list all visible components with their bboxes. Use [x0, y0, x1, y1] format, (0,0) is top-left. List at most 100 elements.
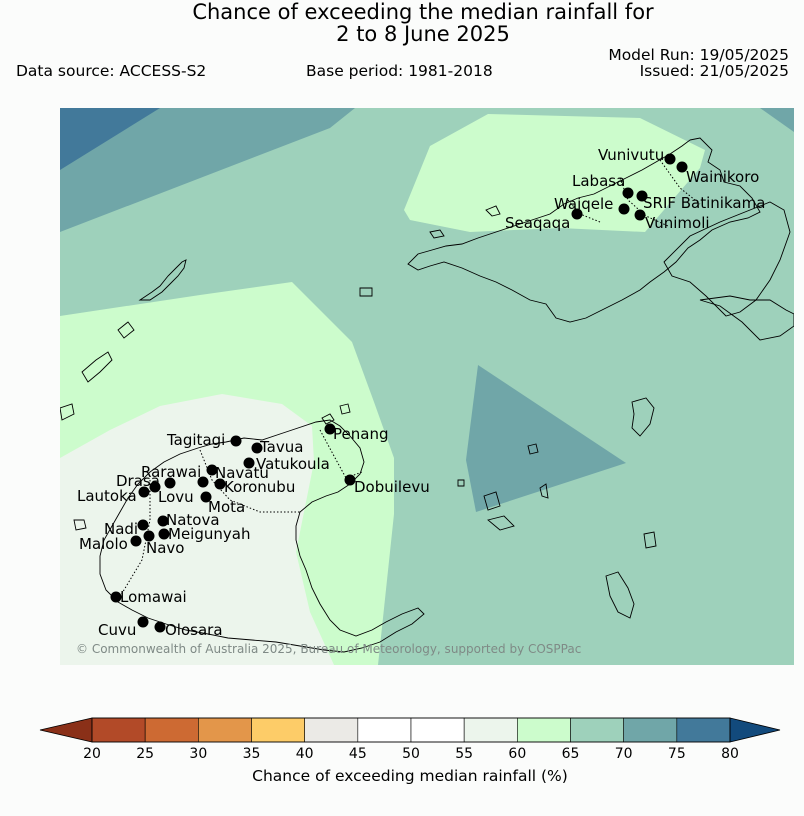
map-area: © Commonwealth of Australia 2025, Bureau… [60, 108, 794, 665]
place-label: Waiqele [554, 195, 613, 213]
colorbar-under-arrow [39, 717, 93, 743]
place-marker [571, 208, 583, 220]
colorbar-label: Chance of exceeding median rainfall (%) [252, 767, 568, 785]
colorbar-tick-label: 65 [562, 746, 580, 762]
colorbar-cell [623, 717, 678, 743]
place-marker [200, 491, 212, 503]
place-tagitagi: Tagitagi [166, 431, 242, 449]
place-vunimoli: Vunimoli [634, 209, 710, 232]
colorbar-cell [463, 717, 518, 743]
place-vatukoula: Vatukoula [243, 455, 330, 473]
band-75-80-corner [60, 108, 160, 170]
colorbar-tick-label: 45 [349, 746, 367, 762]
place-marker [158, 528, 170, 540]
place-marker [214, 478, 226, 490]
place-meigunyah: Meigunyah [158, 525, 250, 543]
place-drasa: Drasa [116, 472, 161, 493]
place-marker [157, 515, 169, 527]
colorbar-frame [91, 717, 731, 743]
place-marker [137, 519, 149, 531]
place-labasa: Labasa [572, 172, 634, 199]
place-label: Seaqaqa [505, 214, 570, 232]
place-olosara: Olosara [154, 621, 223, 639]
colorbar-cell [144, 717, 199, 743]
place-penang: Penang [324, 423, 388, 443]
colorbar-cell [676, 717, 731, 743]
place-label: Lomawai [120, 588, 187, 606]
place-marker [618, 203, 630, 215]
base-period: Base period: 1981-2018 [306, 62, 493, 80]
colorbar-tick-label: 55 [455, 746, 473, 762]
place-nadi: Nadi [104, 519, 149, 538]
colorbar-cell [410, 717, 465, 743]
colorbar-cell [304, 717, 359, 743]
colorbar-cell [570, 717, 624, 743]
place-label: Drasa [116, 472, 160, 490]
colorbar-over-arrow [729, 717, 781, 743]
place-mota: Mota [200, 491, 245, 516]
place-label: Lovu [158, 488, 194, 506]
place-koronubu: Koronubu [214, 478, 295, 496]
colorbar-tick-label: 70 [615, 746, 633, 762]
place-tavua: Tavua [251, 438, 303, 456]
colorbar-cell [91, 717, 146, 743]
colorbar-tick-label: 40 [296, 746, 314, 762]
place-marker [243, 457, 255, 469]
colorbar: 20 25 30 35 40 45 50 55 60 65 70 75 80 Chance of exc… [39, 717, 781, 785]
place-label: Navo [146, 539, 184, 557]
copyright-notice: © Commonwealth of Australia 2025, Bureau… [76, 642, 581, 656]
band-60-65-northeast [404, 114, 705, 232]
place-label: Lautoka [77, 487, 137, 505]
model-run: Model Run: 19/05/2025 [608, 46, 789, 64]
place-label: Labasa [572, 172, 625, 190]
band-55-60-southwest [60, 394, 334, 665]
place-label: Cuvu [98, 621, 136, 639]
place-label: Vunivutu [598, 146, 664, 164]
place-lautoka: Lautoka [77, 477, 176, 505]
place-label: Vunimoli [645, 214, 710, 232]
place-natova: Natova [157, 511, 220, 529]
place-srif-batinikama: SRIF Batinikama [636, 190, 765, 212]
place-marker [230, 435, 242, 447]
place-marker [636, 190, 648, 202]
place-label: Dobuilevu [354, 478, 430, 496]
place-marker [164, 477, 176, 489]
place-marker [137, 616, 149, 628]
place-label: Tagitagi [166, 431, 225, 449]
place-marker [110, 591, 122, 603]
colorbar-tick-label: 30 [189, 746, 207, 762]
places-layer: Vunivutu Wainikoro Labasa SRIF Batinikama Wa… [77, 146, 765, 639]
colorbar-cell [357, 717, 412, 743]
colorbar-tick-label: 75 [668, 746, 686, 762]
colorbar-tick-label: 25 [136, 746, 154, 762]
place-rarawai: Rarawai [141, 463, 218, 481]
data-source: Data source: ACCESS-S2 [16, 62, 207, 80]
colorbar-tick-label: 60 [508, 746, 526, 762]
colorbar-tick-label: 35 [243, 746, 261, 762]
place-marker [130, 535, 142, 547]
colorbar-tick-label: 80 [721, 746, 739, 762]
place-label: Meigunyah [168, 525, 250, 543]
place-waiqele: Waiqele [554, 195, 630, 215]
place-label: Wainikoro [686, 168, 759, 186]
place-label: Navatu [215, 464, 269, 482]
band-70-75-north [60, 108, 355, 232]
place-marker [154, 621, 166, 633]
place-label: Tavua [259, 438, 303, 456]
colorbar-tick-label: 20 [83, 746, 101, 762]
place-marker [324, 423, 336, 435]
colorbar-cell [517, 717, 571, 743]
place-seaqaqa: Seaqaqa [505, 208, 583, 232]
band-70-75-central [466, 365, 626, 512]
place-cuvu: Cuvu [98, 616, 149, 639]
place-marker [138, 486, 150, 498]
place-marker [149, 481, 161, 493]
place-marker [197, 476, 209, 488]
place-malolo: Malolo [79, 535, 142, 553]
issued-date: Issued: 21/05/2025 [639, 62, 789, 80]
place-marker [344, 474, 356, 486]
place-label: Nadi [104, 520, 138, 538]
place-navatu: Navatu [197, 464, 269, 488]
place-marker [664, 153, 676, 165]
